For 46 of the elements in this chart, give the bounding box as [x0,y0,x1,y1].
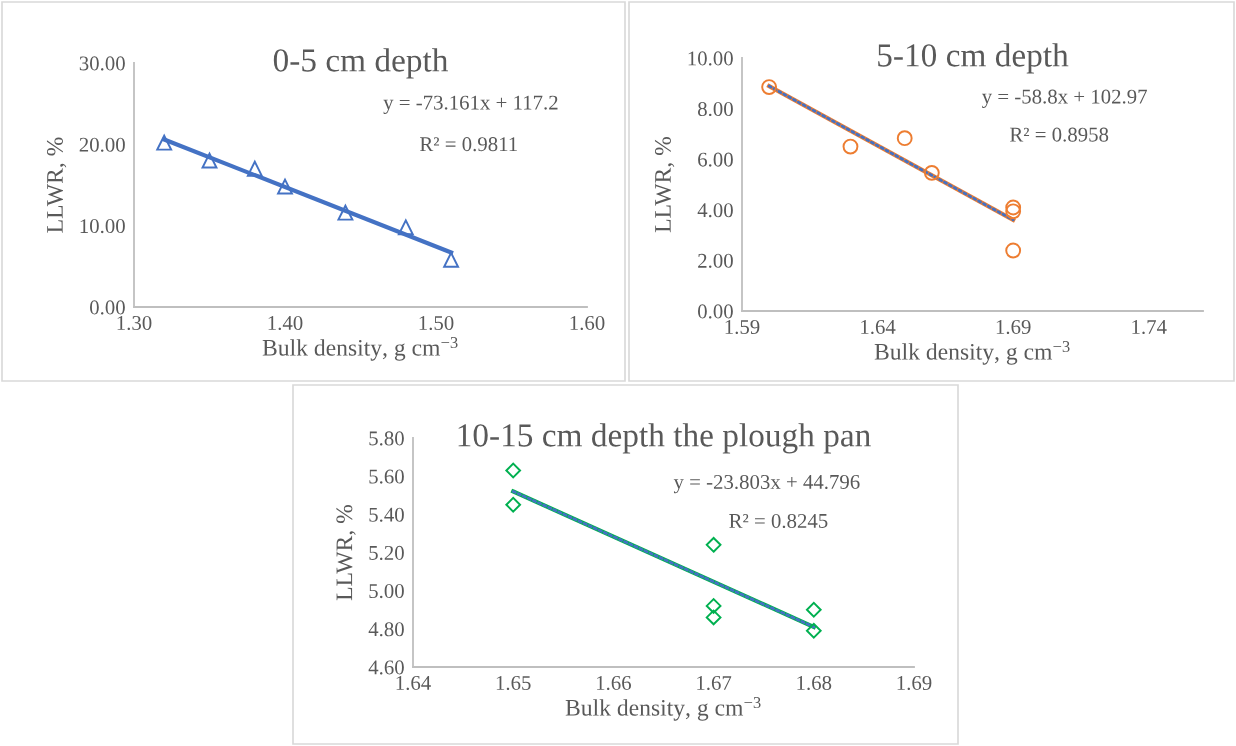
y-tick-label: 6.00 [698,152,733,167]
x-tick-label: 1.68 [797,675,832,691]
x-tick-label: 1.66 [597,675,632,691]
x-tick-label: 1.40 [268,315,303,331]
x-tick-label: 1.60 [570,315,605,331]
x-tick-label: 1.30 [117,315,152,331]
x-tick-label: 1.69 [897,675,932,691]
y-tick-label: 4.60 [368,660,404,675]
annotation: R² = 0.8958 [1009,127,1109,142]
annotation: y = -58.8x + 102.97 [981,89,1147,108]
chart-title: 0-5 cm depth [273,48,448,79]
y-tick-label: 10.00 [80,219,125,234]
x-tick-label: 1.69 [996,319,1031,335]
y-tick-label: 5.20 [369,545,404,561]
y-tick-label: 8.00 [698,101,733,117]
y-tick-label: 5.00 [369,584,404,599]
chart-title: 5-10 cm depth [878,43,1069,74]
y-tick-label: 30.00 [79,56,125,71]
y-tick-label: 5.60 [369,469,404,484]
y-tick-label: 20.00 [79,137,125,152]
x-axis-title: Bulk density, g cm$^{−3}$ [874,341,1070,365]
y-tick-label: 5.40 [369,507,404,522]
y-axis-title: LLWR, % [654,137,675,233]
annotation: R² = 0.8245 [729,513,828,529]
y-tick-label: 2.00 [698,253,733,268]
x-tick-label: 1.64 [861,319,896,335]
x-tick-label: 1.74 [1132,320,1167,335]
y-axis-title: LLWR, % [46,137,67,233]
chart-title: 10-15 cm depth the plough pan [458,423,871,454]
x-tick-label: 1.64 [396,675,431,691]
y-tick-label: 10.00 [688,51,733,66]
annotation: y = -73.161x + 117.2 [383,95,558,114]
x-axis-title: Bulk density, g cm$^{−3}$ [565,697,761,721]
x-tick-label: 1.67 [697,675,732,691]
y-tick-label: 5.80 [369,431,404,446]
y-tick-label: 4.00 [697,203,733,218]
x-axis-title: Bulk density, g cm$^{−3}$ [262,337,458,361]
y-axis-title: LLWR, % [336,505,356,601]
annotation: y = -23.803x + 44.796 [673,474,860,494]
y-tick-label: 0.00 [90,300,125,315]
y-tick-label: 0.00 [698,304,733,319]
x-tick-label: 1.65 [496,675,531,691]
annotation: R² = 0.9811 [419,137,517,152]
x-tick-label: 1.59 [725,319,760,335]
y-tick-label: 4.80 [368,622,404,637]
x-tick-label: 1.50 [419,315,454,331]
